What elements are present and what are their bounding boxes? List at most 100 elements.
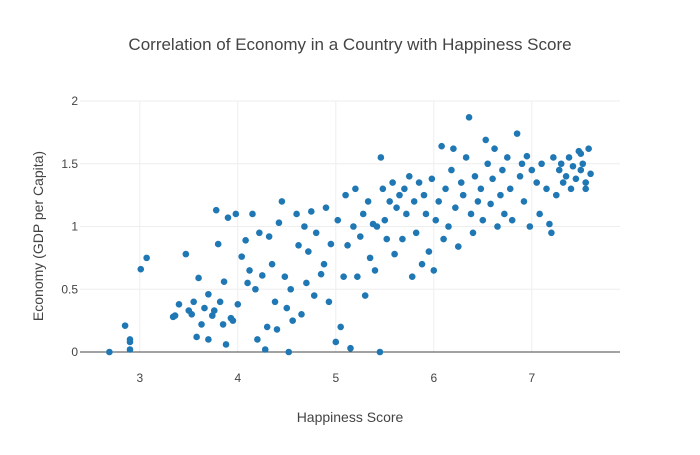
point xyxy=(523,152,531,160)
point xyxy=(543,185,550,193)
x-axis-title: Happiness Score xyxy=(297,409,404,425)
point xyxy=(376,348,384,356)
point xyxy=(320,260,328,268)
point xyxy=(526,223,534,230)
point xyxy=(442,185,449,193)
point xyxy=(489,175,496,183)
point xyxy=(256,229,263,237)
point xyxy=(533,179,540,186)
x-tick-label: 3 xyxy=(136,371,143,385)
point xyxy=(474,198,482,205)
point xyxy=(516,173,524,180)
point xyxy=(520,198,528,205)
point xyxy=(352,185,359,193)
point xyxy=(356,233,364,240)
point xyxy=(216,298,224,306)
point xyxy=(281,273,289,281)
point xyxy=(121,322,129,329)
point xyxy=(538,160,545,168)
point xyxy=(550,154,557,161)
point xyxy=(497,191,504,199)
x-tick-label: 6 xyxy=(430,371,437,385)
point xyxy=(263,323,271,331)
point xyxy=(234,301,242,308)
point xyxy=(222,341,230,348)
point xyxy=(582,179,589,186)
point xyxy=(332,338,340,346)
point xyxy=(567,185,575,193)
point xyxy=(327,240,335,248)
point xyxy=(258,272,266,279)
point xyxy=(383,235,391,243)
point xyxy=(548,229,555,237)
point xyxy=(393,204,400,211)
point xyxy=(377,154,385,161)
point xyxy=(205,336,212,343)
point xyxy=(307,208,315,215)
point xyxy=(415,179,423,186)
y-tick-label: 0.5 xyxy=(61,282,78,296)
point xyxy=(143,254,150,262)
point xyxy=(278,198,286,205)
point xyxy=(569,162,577,170)
point xyxy=(450,145,457,152)
point xyxy=(428,175,436,183)
point xyxy=(293,210,300,218)
point xyxy=(295,242,302,249)
point xyxy=(325,298,333,306)
point xyxy=(366,254,374,262)
point xyxy=(275,219,283,227)
point xyxy=(391,250,398,258)
point xyxy=(214,240,222,248)
point xyxy=(229,317,237,324)
point xyxy=(359,210,367,218)
point xyxy=(219,321,227,328)
point xyxy=(334,216,342,224)
point xyxy=(445,223,452,230)
point xyxy=(190,298,197,306)
point xyxy=(457,179,465,186)
point xyxy=(577,150,585,158)
x-tick-label: 7 xyxy=(528,371,535,385)
point xyxy=(305,248,312,255)
point xyxy=(487,200,494,208)
point xyxy=(126,336,134,343)
y-tick-label: 0 xyxy=(71,345,78,359)
point xyxy=(528,166,536,174)
point xyxy=(471,173,479,180)
point xyxy=(399,235,406,243)
point xyxy=(484,160,491,168)
point xyxy=(379,185,387,193)
point xyxy=(242,237,249,244)
point xyxy=(350,223,357,230)
point xyxy=(238,253,246,260)
point xyxy=(503,154,511,161)
point xyxy=(506,185,514,193)
point xyxy=(386,198,393,205)
point xyxy=(459,191,467,199)
point xyxy=(579,160,587,168)
point xyxy=(559,179,567,186)
y-tick-label: 1.5 xyxy=(61,157,78,171)
point xyxy=(452,204,459,211)
point xyxy=(587,170,594,178)
point xyxy=(268,260,276,268)
chart-title: Correlation of Economy in a Country with… xyxy=(128,35,571,54)
point xyxy=(410,198,418,205)
point xyxy=(312,229,320,237)
point xyxy=(435,198,442,205)
point xyxy=(322,204,330,211)
point xyxy=(555,166,563,174)
point xyxy=(577,166,585,174)
point xyxy=(195,274,202,282)
point xyxy=(354,273,361,281)
point xyxy=(224,214,232,222)
point xyxy=(361,292,369,299)
point xyxy=(513,130,521,137)
point xyxy=(403,210,410,218)
point xyxy=(212,206,220,214)
point xyxy=(482,136,490,144)
y-tick-label: 1 xyxy=(71,220,78,234)
x-tick-label: 5 xyxy=(332,371,339,385)
point xyxy=(261,346,269,353)
